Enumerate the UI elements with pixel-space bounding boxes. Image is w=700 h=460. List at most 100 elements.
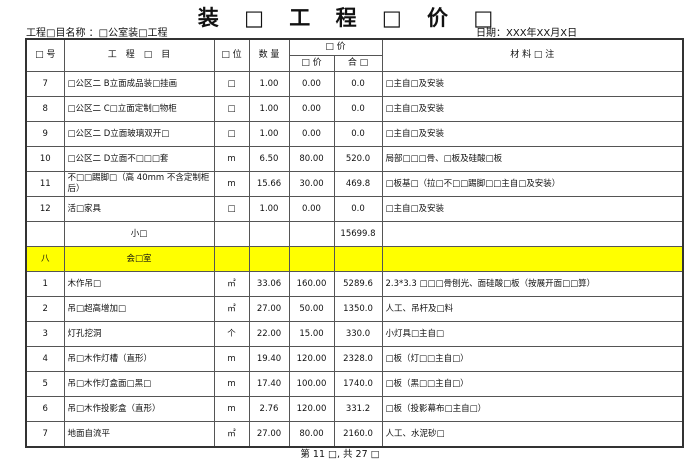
cell-notes: □主自□及安装 [381,121,684,147]
cell-notes: □主自□及安装 [381,196,684,222]
cell-quantity: 19.40 [248,346,290,372]
cell-unit-price: 30.00 [288,171,335,197]
cell-total: 520.0 [333,146,383,172]
cell-total: 0.0 [333,196,383,222]
cell-item-name: 吊□超高增加□ [63,296,215,322]
cell-unit-price: 80.00 [288,421,335,448]
cell-notes: 人工、水泥砂□ [381,421,684,448]
cell-item-name: 木作吊□ [63,271,215,297]
cell-unit-price: 0.00 [288,96,335,122]
cell-row-number: 9 [25,121,65,147]
cell-notes [381,246,684,272]
table-row: 12 活□家具 □ 1.00 0.00 0.0 □主自□及安装 [25,196,684,222]
cell-unit: m [213,171,250,197]
cell-unit: ㎡ [213,296,250,322]
cell-item-name: 吊□木作投影盒（直形） [63,396,215,422]
table-row: 11 不□□踢脚□（高 40mm 不含定制柜后） m 15.66 30.00 469.8 □… [25,171,684,197]
cell-unit: □ [213,121,250,147]
cell-unit-price: 80.00 [288,146,335,172]
cell-notes: 人工、吊杆及□料 [381,296,684,322]
cell-row-number: 6 [25,396,65,422]
header-price-group: □ 价 [288,38,383,56]
cell-item-name: 吊□木作灯盒面□黑□ [63,371,215,397]
cell-unit-price: 0.00 [288,196,335,222]
cell-item-name: □公区二 C□立面定制□物柜 [63,96,215,122]
cell-item-name: □公区二 B立面成品装□挂画 [63,71,215,97]
cell-row-number: 2 [25,296,65,322]
cell-unit [213,246,250,272]
header-unit-price: □ 价 [288,55,335,72]
cell-total: 469.8 [333,171,383,197]
header-item: 工 程 □ 目 [63,38,215,72]
header-total: 合 □ [333,55,383,72]
cell-item-name: 不□□踢脚□（高 40mm 不含定制柜后） [63,171,215,197]
cell-total: 1350.0 [333,296,383,322]
cell-unit-price: 120.00 [288,346,335,372]
cell-quantity: 1.00 [248,121,290,147]
cell-notes: □板基□（拉□不□□踢脚□□主自□及安装） [381,171,684,197]
cell-total: 1740.0 [333,371,383,397]
cell-total: 0.0 [333,71,383,97]
cell-unit: ㎡ [213,421,250,448]
cell-notes: 局部□□□骨、□板及硅酸□板 [381,146,684,172]
cell-total [333,246,383,272]
table-row: 8 □公区二 C□立面定制□物柜 □ 1.00 0.00 0.0 □主自□及安装 [25,96,684,122]
cell-total: 2160.0 [333,421,383,448]
cell-quantity [248,221,290,247]
cell-quantity: 22.00 [248,321,290,347]
cell-row-number: 7 [25,71,65,97]
table-row: 6 吊□木作投影盒（直形） m 2.76 120.00 331.2 □板（投影幕布□主自□） [25,396,684,422]
cell-notes: □板（灯□□主自□） [381,346,684,372]
cell-notes [381,221,684,247]
cell-unit: 个 [213,321,250,347]
cell-quantity [248,246,290,272]
cell-unit: □ [213,96,250,122]
cell-unit: ㎡ [213,271,250,297]
cell-unit-price: 120.00 [288,396,335,422]
cell-row-number: 12 [25,196,65,222]
cell-notes: 2.3*3.3 □□□骨刨光、面硅酸□板（按展开面□□算） [381,271,684,297]
subtotal-row: 小□ 15699.8 [25,221,684,247]
cell-total: 0.0 [333,96,383,122]
header-qty: 数 量 [248,38,290,72]
cell-row-number [25,221,65,247]
cell-row-number: 8 [25,96,65,122]
page-footer: 第 11 □, 共 27 □ [300,449,380,460]
cell-unit: m [213,396,250,422]
cell-quantity: 1.00 [248,71,290,97]
cell-item-name: □公区二 D立面玻璃双开□ [63,121,215,147]
cell-row-number: 4 [25,346,65,372]
cell-item-name: 地面自流平 [63,421,215,448]
cell-unit: □ [213,71,250,97]
cell-quantity: 17.40 [248,371,290,397]
table-row: 9 □公区二 D立面玻璃双开□ □ 1.00 0.00 0.0 □主自□及安装 [25,121,684,147]
cell-notes: □主自□及安装 [381,96,684,122]
cell-unit-price: 50.00 [288,296,335,322]
table-row: 10 □公区二 D立面不□□□套 m 6.50 80.00 520.0 局部□□□骨、□板及… [25,146,684,172]
cell-total: 331.2 [333,396,383,422]
cell-row-number: 1 [25,271,65,297]
cell-row-number: 5 [25,371,65,397]
cell-row-number: 10 [25,146,65,172]
table-row: 7 □公区二 B立面成品装□挂画 □ 1.00 0.00 0.0 □主自□及安装 [25,71,684,97]
cell-quantity: 6.50 [248,146,290,172]
cell-total: 5289.6 [333,271,383,297]
cell-quantity: 15.66 [248,171,290,197]
cell-item-name: 灯孔挖洞 [63,321,215,347]
cell-unit-price [288,246,335,272]
cell-unit: m [213,371,250,397]
cell-quantity: 33.06 [248,271,290,297]
cell-quantity: 2.76 [248,396,290,422]
cell-item-name: 会□室 [63,246,215,272]
cell-unit-price: 100.00 [288,371,335,397]
cell-quantity: 27.00 [248,296,290,322]
cell-notes: □板（投影幕布□主自□） [381,396,684,422]
cell-notes: □板（黑□□主自□） [381,371,684,397]
quotation-table: □ 号 工 程 □ 目 □ 位 数 量 □ 价 材 料 □ 注 □ 价 合 □ … [25,38,684,448]
cell-quantity: 27.00 [248,421,290,448]
cell-notes: □主自□及安装 [381,71,684,97]
cell-item-name: 吊□木作灯槽（直形） [63,346,215,372]
cell-unit-price: 0.00 [288,71,335,97]
cell-row-number: 八 [25,246,65,272]
